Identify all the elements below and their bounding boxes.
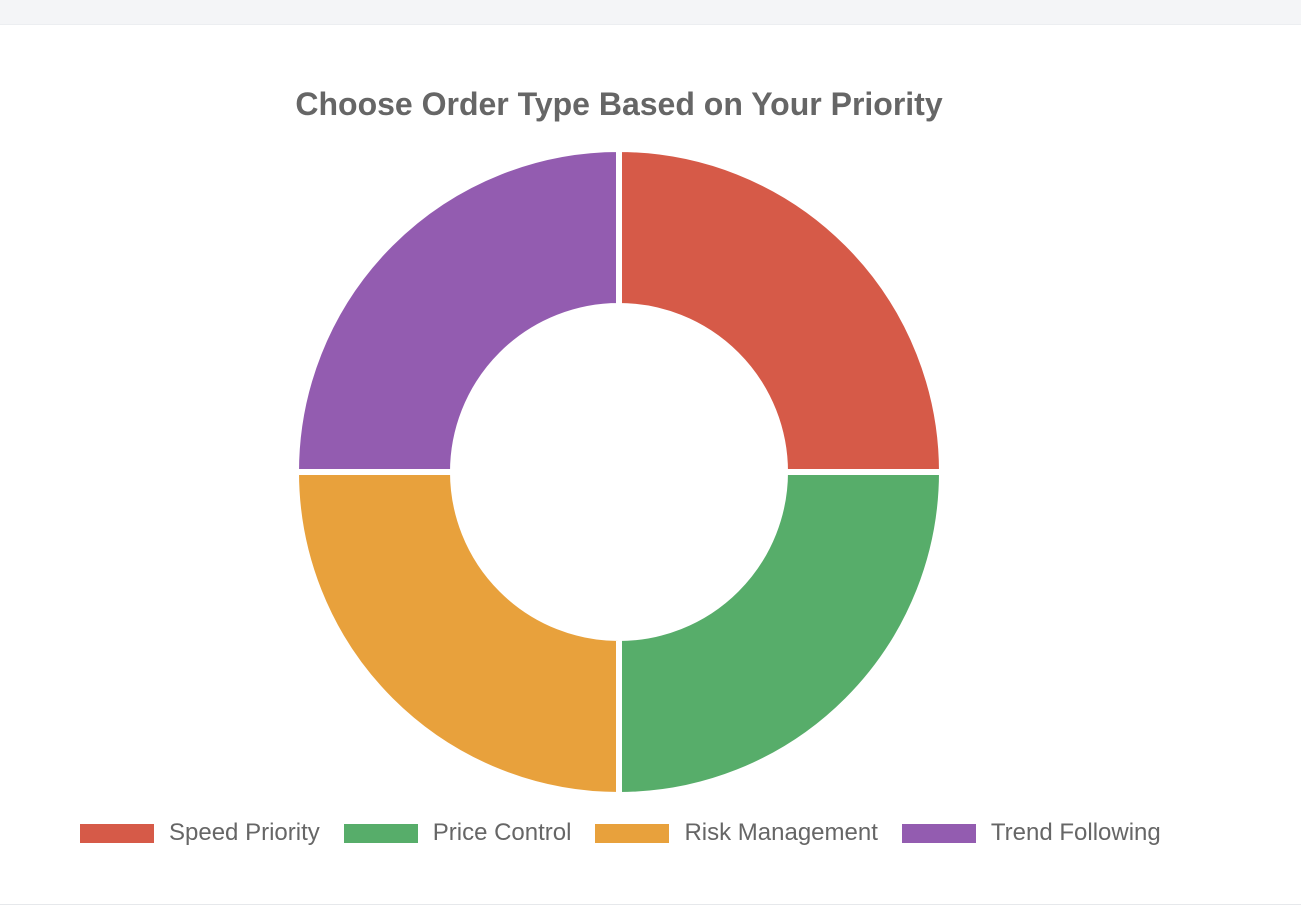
legend-swatch-speed-priority <box>80 823 154 843</box>
slice-speed-priority[interactable] <box>616 145 946 475</box>
top-strip <box>0 0 1301 25</box>
legend-label-speed-priority: Speed Priority <box>169 819 320 846</box>
slice-trend-following[interactable] <box>292 145 622 475</box>
donut-slices <box>292 145 946 799</box>
slice-price-control[interactable] <box>616 469 946 799</box>
legend-swatch-risk-management <box>595 823 670 843</box>
legend-item-risk-management[interactable]: Risk Management <box>595 819 878 847</box>
legend-swatch-price-control <box>343 823 418 843</box>
slice-risk-management[interactable] <box>292 469 622 799</box>
legend-item-price-control[interactable]: Price Control <box>343 819 572 847</box>
legend-label-trend-following: Trend Following <box>990 819 1161 846</box>
legend: Speed Priority Price Control Risk Manage… <box>80 818 1185 848</box>
legend-label-price-control: Price Control <box>432 819 572 846</box>
legend-item-speed-priority[interactable]: Speed Priority <box>80 819 320 847</box>
legend-swatch-trend-following <box>901 823 976 843</box>
legend-label-risk-management: Risk Management <box>684 819 878 846</box>
legend-item-trend-following[interactable]: Trend Following <box>901 819 1161 847</box>
chart-title: Choose Order Type Based on Your Priority <box>295 86 943 122</box>
